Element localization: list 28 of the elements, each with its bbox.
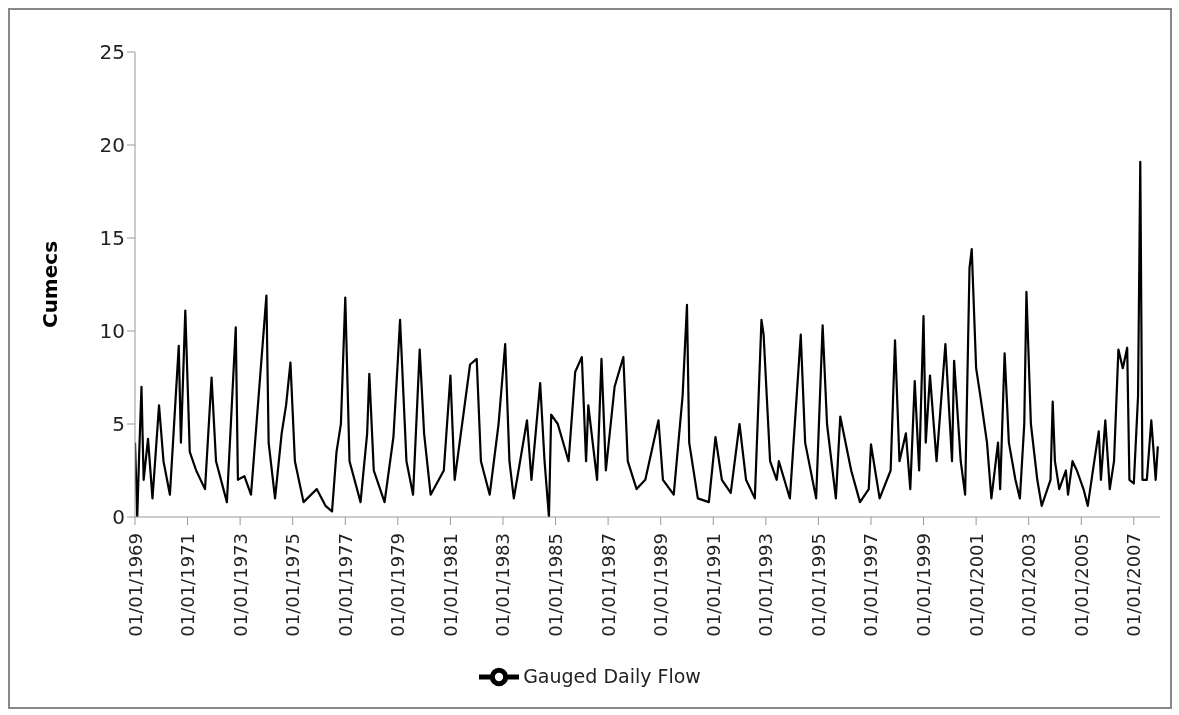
x-tick-label: 01/01/1995: [807, 533, 829, 637]
x-tick-label: 01/01/2007: [1123, 533, 1145, 637]
legend-label: Gauged Daily Flow: [523, 664, 701, 687]
x-tick-label: 01/01/2003: [1018, 533, 1040, 637]
x-tick-label: 01/01/1979: [387, 533, 409, 637]
x-tick-label: 01/01/1973: [229, 533, 251, 637]
x-tick-label: 01/01/1983: [492, 533, 514, 637]
x-tick-label: 01/01/1997: [860, 533, 882, 637]
x-tick-label: 01/01/1993: [755, 533, 777, 637]
x-tick-label: 01/01/1991: [702, 533, 724, 637]
y-tick-label: 0: [112, 505, 125, 530]
y-tick-label: 20: [99, 133, 125, 158]
x-tick-label: 01/01/2005: [1070, 533, 1092, 637]
x-tick-label: 01/01/1977: [334, 533, 356, 637]
x-tick-label: 01/01/1971: [177, 533, 199, 637]
x-tick-label: 01/01/1975: [282, 533, 304, 637]
x-tick-label: 01/01/2001: [965, 533, 987, 637]
y-tick-label: 10: [99, 319, 125, 344]
y-axis-title: Cumecs: [38, 240, 63, 329]
x-tick-label: 01/01/1981: [439, 533, 461, 637]
y-tick-label: 5: [112, 412, 125, 437]
x-tick-label: 01/01/1969: [124, 533, 146, 637]
x-tick-label: 01/01/1999: [913, 533, 935, 637]
x-tick-label: 01/01/1989: [650, 533, 672, 637]
y-tick-label: 25: [99, 40, 125, 65]
x-tick-label: 01/01/1985: [545, 533, 567, 637]
y-tick-label: 15: [99, 226, 125, 251]
x-tick-label: 01/01/1987: [597, 533, 619, 637]
